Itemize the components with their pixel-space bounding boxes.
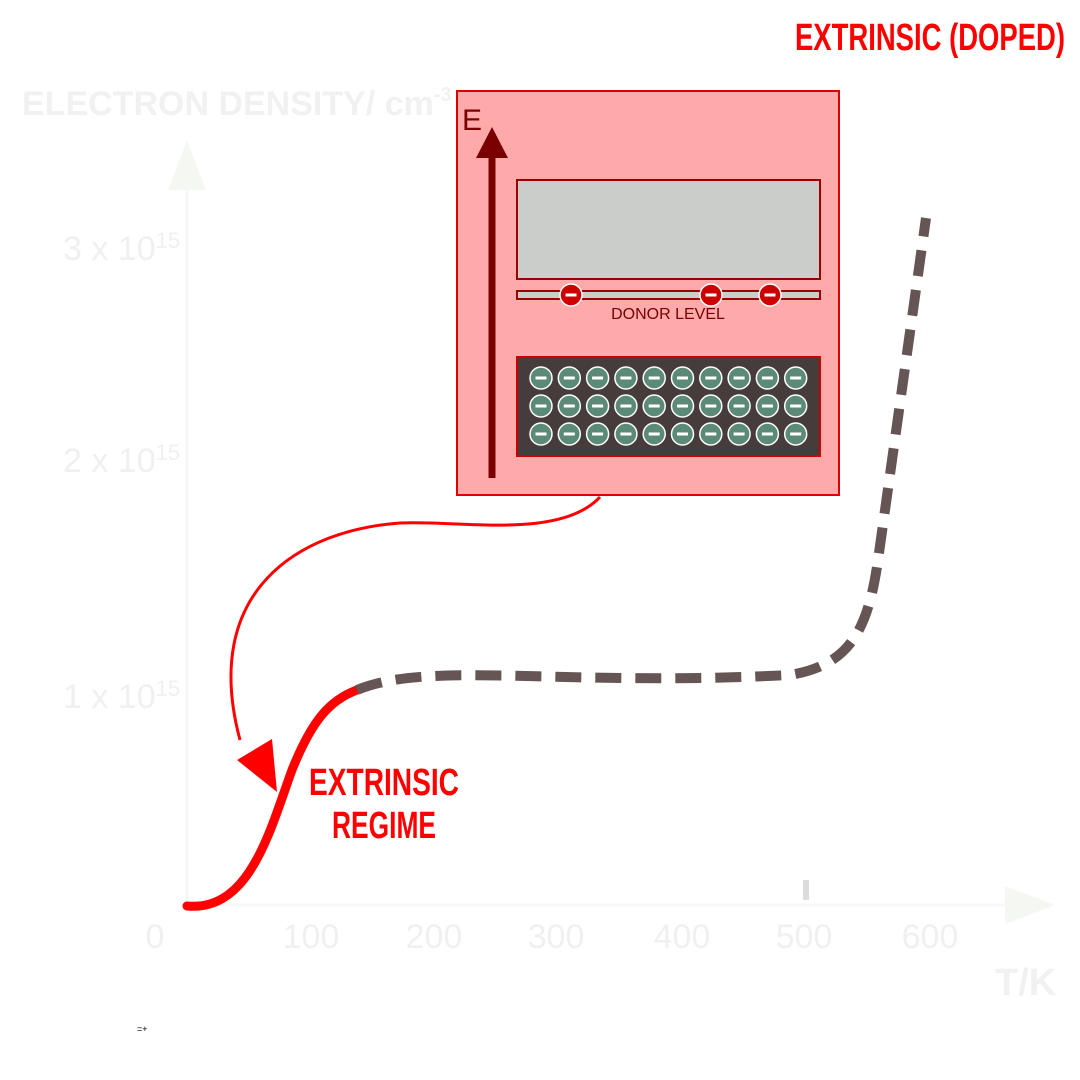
diagram-title: EXTRINSIC (DOPED) bbox=[795, 17, 1065, 59]
valence-electron-minus-sign bbox=[762, 405, 773, 408]
valence-electron-minus-sign bbox=[564, 433, 575, 436]
valence-electron-minus-sign bbox=[677, 433, 688, 436]
valence-electron bbox=[700, 395, 722, 417]
valence-electron-minus-sign bbox=[790, 377, 801, 380]
valence-electron bbox=[643, 395, 665, 417]
valence-electron-minus-sign bbox=[734, 433, 745, 436]
valence-electron bbox=[785, 395, 807, 417]
valence-electron bbox=[672, 367, 694, 389]
x-tick-label: 400 bbox=[654, 918, 711, 956]
valence-electron bbox=[728, 395, 750, 417]
valence-electron bbox=[700, 367, 722, 389]
x-axis-arrowhead bbox=[1005, 886, 1055, 924]
donor-electron-minus-sign bbox=[566, 294, 577, 297]
valence-electron-minus-sign bbox=[620, 405, 631, 408]
valence-electron bbox=[587, 395, 609, 417]
conduction-band bbox=[517, 180, 820, 279]
donor-electron bbox=[759, 284, 781, 306]
donor-electron bbox=[560, 284, 582, 306]
valence-electron-minus-sign bbox=[762, 377, 773, 380]
y-tick-label-2e15: 2 x 1015 bbox=[63, 440, 180, 480]
x-tick-labels: 0 100 200 300 400 500 600 bbox=[146, 918, 959, 956]
valence-electron-minus-sign bbox=[790, 405, 801, 408]
energy-axis-label: E bbox=[462, 104, 482, 137]
energy-band-inset: E DONOR LEVEL bbox=[457, 91, 839, 495]
x-tick-label: 200 bbox=[406, 918, 463, 956]
valence-electron bbox=[558, 367, 580, 389]
valence-electron-minus-sign bbox=[677, 377, 688, 380]
valence-electron-minus-sign bbox=[564, 377, 575, 380]
valence-electron bbox=[615, 395, 637, 417]
valence-electron bbox=[643, 423, 665, 445]
valence-electron bbox=[643, 367, 665, 389]
y-tick-labels: 1 x 1015 2 x 1015 3 x 1015 bbox=[63, 228, 180, 716]
donor-electron-minus-sign bbox=[765, 294, 776, 297]
y-tick-label-1e15: 1 x 1015 bbox=[63, 676, 180, 716]
valence-electron-minus-sign bbox=[762, 433, 773, 436]
valence-electron bbox=[530, 395, 552, 417]
donor-electron bbox=[700, 284, 722, 306]
x-tick-label: 100 bbox=[283, 918, 340, 956]
valence-electron bbox=[756, 423, 778, 445]
valence-electron-minus-sign bbox=[620, 377, 631, 380]
valence-electron-minus-sign bbox=[564, 405, 575, 408]
valence-electron bbox=[728, 367, 750, 389]
valence-electron bbox=[728, 423, 750, 445]
donor-level-label: DONOR LEVEL bbox=[611, 306, 725, 323]
y-tick-label-3e15: 3 x 1015 bbox=[63, 228, 180, 268]
valence-electron-minus-sign bbox=[649, 405, 660, 408]
x-tick-label: 0 bbox=[146, 918, 165, 956]
y-axis-arrowhead bbox=[168, 140, 206, 190]
valence-electron-minus-sign bbox=[734, 377, 745, 380]
valence-electron-minus-sign bbox=[734, 405, 745, 408]
valence-electron bbox=[587, 367, 609, 389]
x-tick-label: 600 bbox=[902, 918, 959, 956]
valence-electron-minus-sign bbox=[536, 377, 547, 380]
valence-electron-minus-sign bbox=[705, 377, 716, 380]
valence-electron-minus-sign bbox=[790, 433, 801, 436]
valence-electron-minus-sign bbox=[536, 405, 547, 408]
valence-electron bbox=[615, 367, 637, 389]
valence-electron-minus-sign bbox=[649, 377, 660, 380]
valence-electron-minus-sign bbox=[536, 433, 547, 436]
x-tick-label: 300 bbox=[528, 918, 585, 956]
valence-electron bbox=[672, 423, 694, 445]
valence-electron bbox=[785, 367, 807, 389]
valence-electron bbox=[530, 367, 552, 389]
valence-electron bbox=[756, 367, 778, 389]
valence-electron-minus-sign bbox=[649, 433, 660, 436]
pointer-arrow bbox=[231, 497, 600, 740]
pointer-arrowhead bbox=[237, 739, 277, 792]
valence-electron bbox=[756, 395, 778, 417]
y-axis-label: ELECTRON DENSITY/ cm-3 bbox=[22, 84, 452, 123]
valence-electron-minus-sign bbox=[620, 433, 631, 436]
valence-electron-minus-sign bbox=[592, 405, 603, 408]
valence-electron bbox=[615, 423, 637, 445]
valence-electron bbox=[587, 423, 609, 445]
x-tick-label: 500 bbox=[776, 918, 833, 956]
valence-electron bbox=[558, 395, 580, 417]
valence-electron-minus-sign bbox=[705, 433, 716, 436]
valence-electron bbox=[700, 423, 722, 445]
x-axis-label: T/K bbox=[995, 962, 1057, 1004]
valence-electron bbox=[530, 423, 552, 445]
regime-label-line2: REGIME bbox=[332, 805, 436, 847]
footnote-mark: =+ bbox=[137, 1024, 148, 1034]
valence-electron bbox=[558, 423, 580, 445]
valence-electron-minus-sign bbox=[592, 433, 603, 436]
valence-electron bbox=[785, 423, 807, 445]
valence-electron-minus-sign bbox=[705, 405, 716, 408]
valence-electron-minus-sign bbox=[592, 377, 603, 380]
regime-label-line1: EXTRINSIC bbox=[309, 762, 459, 804]
donor-electron-minus-sign bbox=[706, 294, 717, 297]
valence-electron-minus-sign bbox=[677, 405, 688, 408]
valence-electron bbox=[672, 395, 694, 417]
